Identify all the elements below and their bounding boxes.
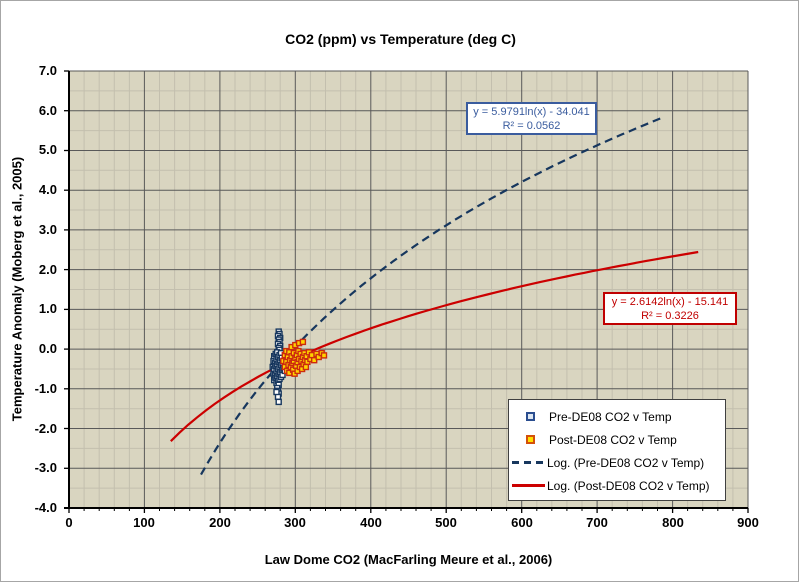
x-tick-label: 100 [133,515,155,530]
y-tick-label: -1.0 [34,381,57,396]
x-tick-label: 600 [511,515,533,530]
y-tick-label: 4.0 [38,182,57,197]
y-tick-label: 2.0 [38,262,57,277]
y-tick-label: -4.0 [34,500,57,515]
post-de08-square-marker-icon [526,435,535,444]
equation-text-pre: y = 5.9791ln(x) - 34.041 [473,106,590,118]
x-tick-label: 900 [737,515,759,530]
y-tick-label: 7.0 [38,63,57,78]
x-tick-label: 800 [662,515,684,530]
legend: Pre-DE08 CO2 v Temp Post-DE08 CO2 v Temp… [508,399,726,501]
dashed-trendline-icon [512,461,545,464]
y-tick-label: 5.0 [38,142,57,157]
solid-trendline-icon [512,484,545,487]
chart-title: CO2 (ppm) vs Temperature (deg C) [285,31,516,47]
x-tick-label: 500 [435,515,457,530]
x-tick-label: 400 [360,515,382,530]
x-tick-label: 700 [586,515,608,530]
x-tick-label: 200 [209,515,231,530]
y-tick-label: 1.0 [38,301,57,316]
y-tick-label: -2.0 [34,421,57,436]
pre-de08-square-marker-icon [526,412,535,421]
y-tick-label: -3.0 [34,460,57,475]
r-squared-pre: R² = 0.0562 [502,120,561,132]
equation-text-post: y = 2.6142ln(x) - 15.141 [611,296,729,308]
x-tick-label: 0 [65,515,73,530]
legend-item-log-post-de08: Log. (Post-DE08 CO2 v Temp) [509,474,725,497]
x-tick-label: 300 [284,515,306,530]
y-tick-label: 6.0 [38,103,57,118]
plot-canvas [64,70,749,513]
legend-label: Pre-DE08 CO2 v Temp [549,409,672,424]
r-squared-post: R² = 0.3226 [641,310,699,322]
legend-item-post-de08: Post-DE08 CO2 v Temp [509,428,725,451]
legend-item-log-pre-de08: Log. (Pre-DE08 CO2 v Temp) [509,451,725,474]
y-tick-label: 0.0 [38,341,57,356]
legend-label: Log. (Post-DE08 CO2 v Temp) [547,478,710,493]
y-tick-label: 3.0 [38,222,57,237]
legend-label: Log. (Pre-DE08 CO2 v Temp) [547,455,705,470]
y-axis-title: Temperature Anomaly (Moberg et al., 2005… [9,156,25,422]
legend-label: Post-DE08 CO2 v Temp [549,432,677,447]
x-axis-title: Law Dome CO2 (MacFarling Meure et al., 2… [264,552,553,567]
equation-box-pre-de08: y = 5.9791ln(x) - 34.041 R² = 0.0562 [466,102,597,135]
equation-box-post-de08: y = 2.6142ln(x) - 15.141 R² = 0.3226 [603,292,737,325]
legend-item-pre-de08: Pre-DE08 CO2 v Temp [509,405,725,428]
